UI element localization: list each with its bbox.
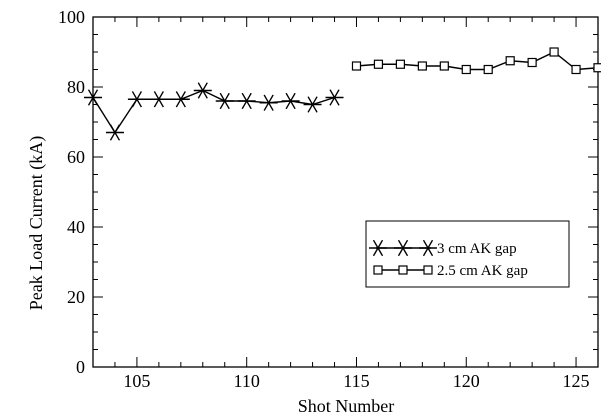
- y-tick-label: 40: [67, 217, 85, 237]
- data-point: [128, 91, 146, 107]
- legend-label: 3 cm AK gap: [437, 241, 517, 257]
- y-tick-label: 20: [67, 287, 85, 307]
- y-axis-title: Peak Load Current (kA): [26, 136, 47, 310]
- data-point: [374, 60, 382, 68]
- x-tick-label: 115: [343, 371, 369, 391]
- data-point: [440, 62, 448, 70]
- data-point: [172, 91, 190, 107]
- x-tick-label: 105: [123, 371, 150, 391]
- y-axis-ticks: 0 20 40 60 80 100: [58, 7, 598, 377]
- data-point: [150, 91, 168, 107]
- series-2: [352, 48, 601, 74]
- legend-marker: [424, 266, 432, 274]
- x-tick-label: 120: [453, 371, 480, 391]
- data-point: [194, 83, 212, 99]
- y-tick-label: 60: [67, 147, 85, 167]
- data-point: [216, 93, 234, 109]
- x-axis-ticks: 105 110 115 120 125: [93, 17, 598, 391]
- plot-frame: [93, 17, 598, 367]
- y-tick-label: 100: [58, 7, 85, 27]
- data-point: [282, 93, 300, 109]
- data-point: [352, 62, 360, 70]
- data-point: [572, 66, 580, 74]
- series-1: [84, 83, 344, 141]
- plot-border: [93, 17, 598, 367]
- series-line: [356, 52, 598, 70]
- data-point: [418, 62, 426, 70]
- data-point: [260, 95, 278, 111]
- y-tick-label: 80: [67, 77, 85, 97]
- legend-label: 2.5 cm AK gap: [437, 263, 528, 279]
- data-point: [594, 64, 601, 72]
- legend: 3 cm AK gap 2.5 cm AK gap: [366, 221, 569, 287]
- data-point: [462, 66, 470, 74]
- data-point: [106, 125, 124, 141]
- data-point: [484, 66, 492, 74]
- x-axis-title: Shot Number: [298, 396, 395, 416]
- data-point: [528, 59, 536, 67]
- data-point: [550, 48, 558, 56]
- data-point: [304, 97, 322, 113]
- series-line: [93, 91, 335, 133]
- data-point: [506, 57, 514, 65]
- x-tick-label: 125: [563, 371, 590, 391]
- y-tick-label: 0: [76, 357, 85, 377]
- legend-marker: [399, 266, 407, 274]
- data-point: [396, 60, 404, 68]
- data-point: [238, 93, 256, 109]
- x-tick-label: 110: [234, 371, 260, 391]
- legend-marker: [374, 266, 382, 274]
- series-layer: [84, 48, 601, 140]
- data-point: [326, 90, 344, 106]
